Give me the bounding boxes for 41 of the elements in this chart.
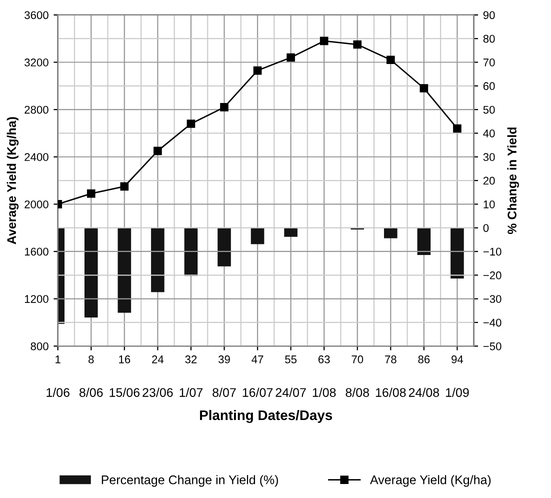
category-label: 39 8/07 (212, 355, 236, 397)
y-tick-label: 3200 (24, 58, 48, 66)
y2-tick-label: −30 (483, 295, 502, 303)
category-label: 1 1/06 (46, 356, 70, 397)
y2-axis-title: % Change in Yield (507, 128, 519, 234)
y2-tick-label: −10 (483, 248, 502, 256)
y-axis-title: Average Yield (Kg/ha) (6, 117, 19, 244)
y2-tick-label: 70 (483, 58, 495, 66)
y2-tick-label: 50 (483, 106, 495, 114)
y2-tick-label: 60 (483, 82, 495, 90)
y-tick-label: 800 (30, 342, 48, 350)
y2-tick-label: −40 (483, 318, 502, 327)
y2-tick-label: −50 (483, 342, 502, 350)
category-label: 8 8/06 (80, 355, 103, 397)
y-tick-label: 1200 (24, 295, 48, 303)
category-label: 63 1/08 (312, 355, 336, 397)
category-label: 47 16/07 (242, 356, 273, 397)
y2-tick-label: 0 (483, 224, 489, 232)
y2-tick-label: 10 (484, 200, 495, 208)
category-label: 55 24/07 (276, 356, 306, 397)
category-label: 94 1/09 (446, 355, 469, 397)
legend-label: Average Yield (Kg/ha) (370, 475, 491, 487)
y2-tick-label: −20 (483, 271, 502, 280)
category-label: 24 23/06 (142, 355, 173, 397)
y-tick-label: 1600 (24, 248, 48, 256)
category-label: 86 24/08 (408, 355, 440, 397)
category-label: 78 16/08 (376, 355, 406, 397)
y-tick-label: 3600 (24, 11, 48, 20)
y2-tick-label: 80 (483, 34, 495, 43)
y2-tick-label: 90 (483, 11, 495, 20)
category-label: 16 15/06 (110, 355, 140, 397)
legend-label: Percentage Change in Yield (%) (102, 475, 278, 487)
category-label: 70 8/08 (346, 355, 369, 397)
y2-tick-label: 30 (483, 153, 495, 162)
y-tick-label: 2800 (24, 106, 48, 114)
y2-tick-label: 20 (483, 176, 495, 185)
y2-tick-label: 40 (483, 129, 495, 138)
y-tick-label: 2000 (24, 200, 48, 208)
category-label: 32 1/07 (180, 355, 203, 397)
y-tick-label: 2400 (24, 153, 48, 162)
x-axis-title: Planting Dates/Days (200, 410, 332, 423)
